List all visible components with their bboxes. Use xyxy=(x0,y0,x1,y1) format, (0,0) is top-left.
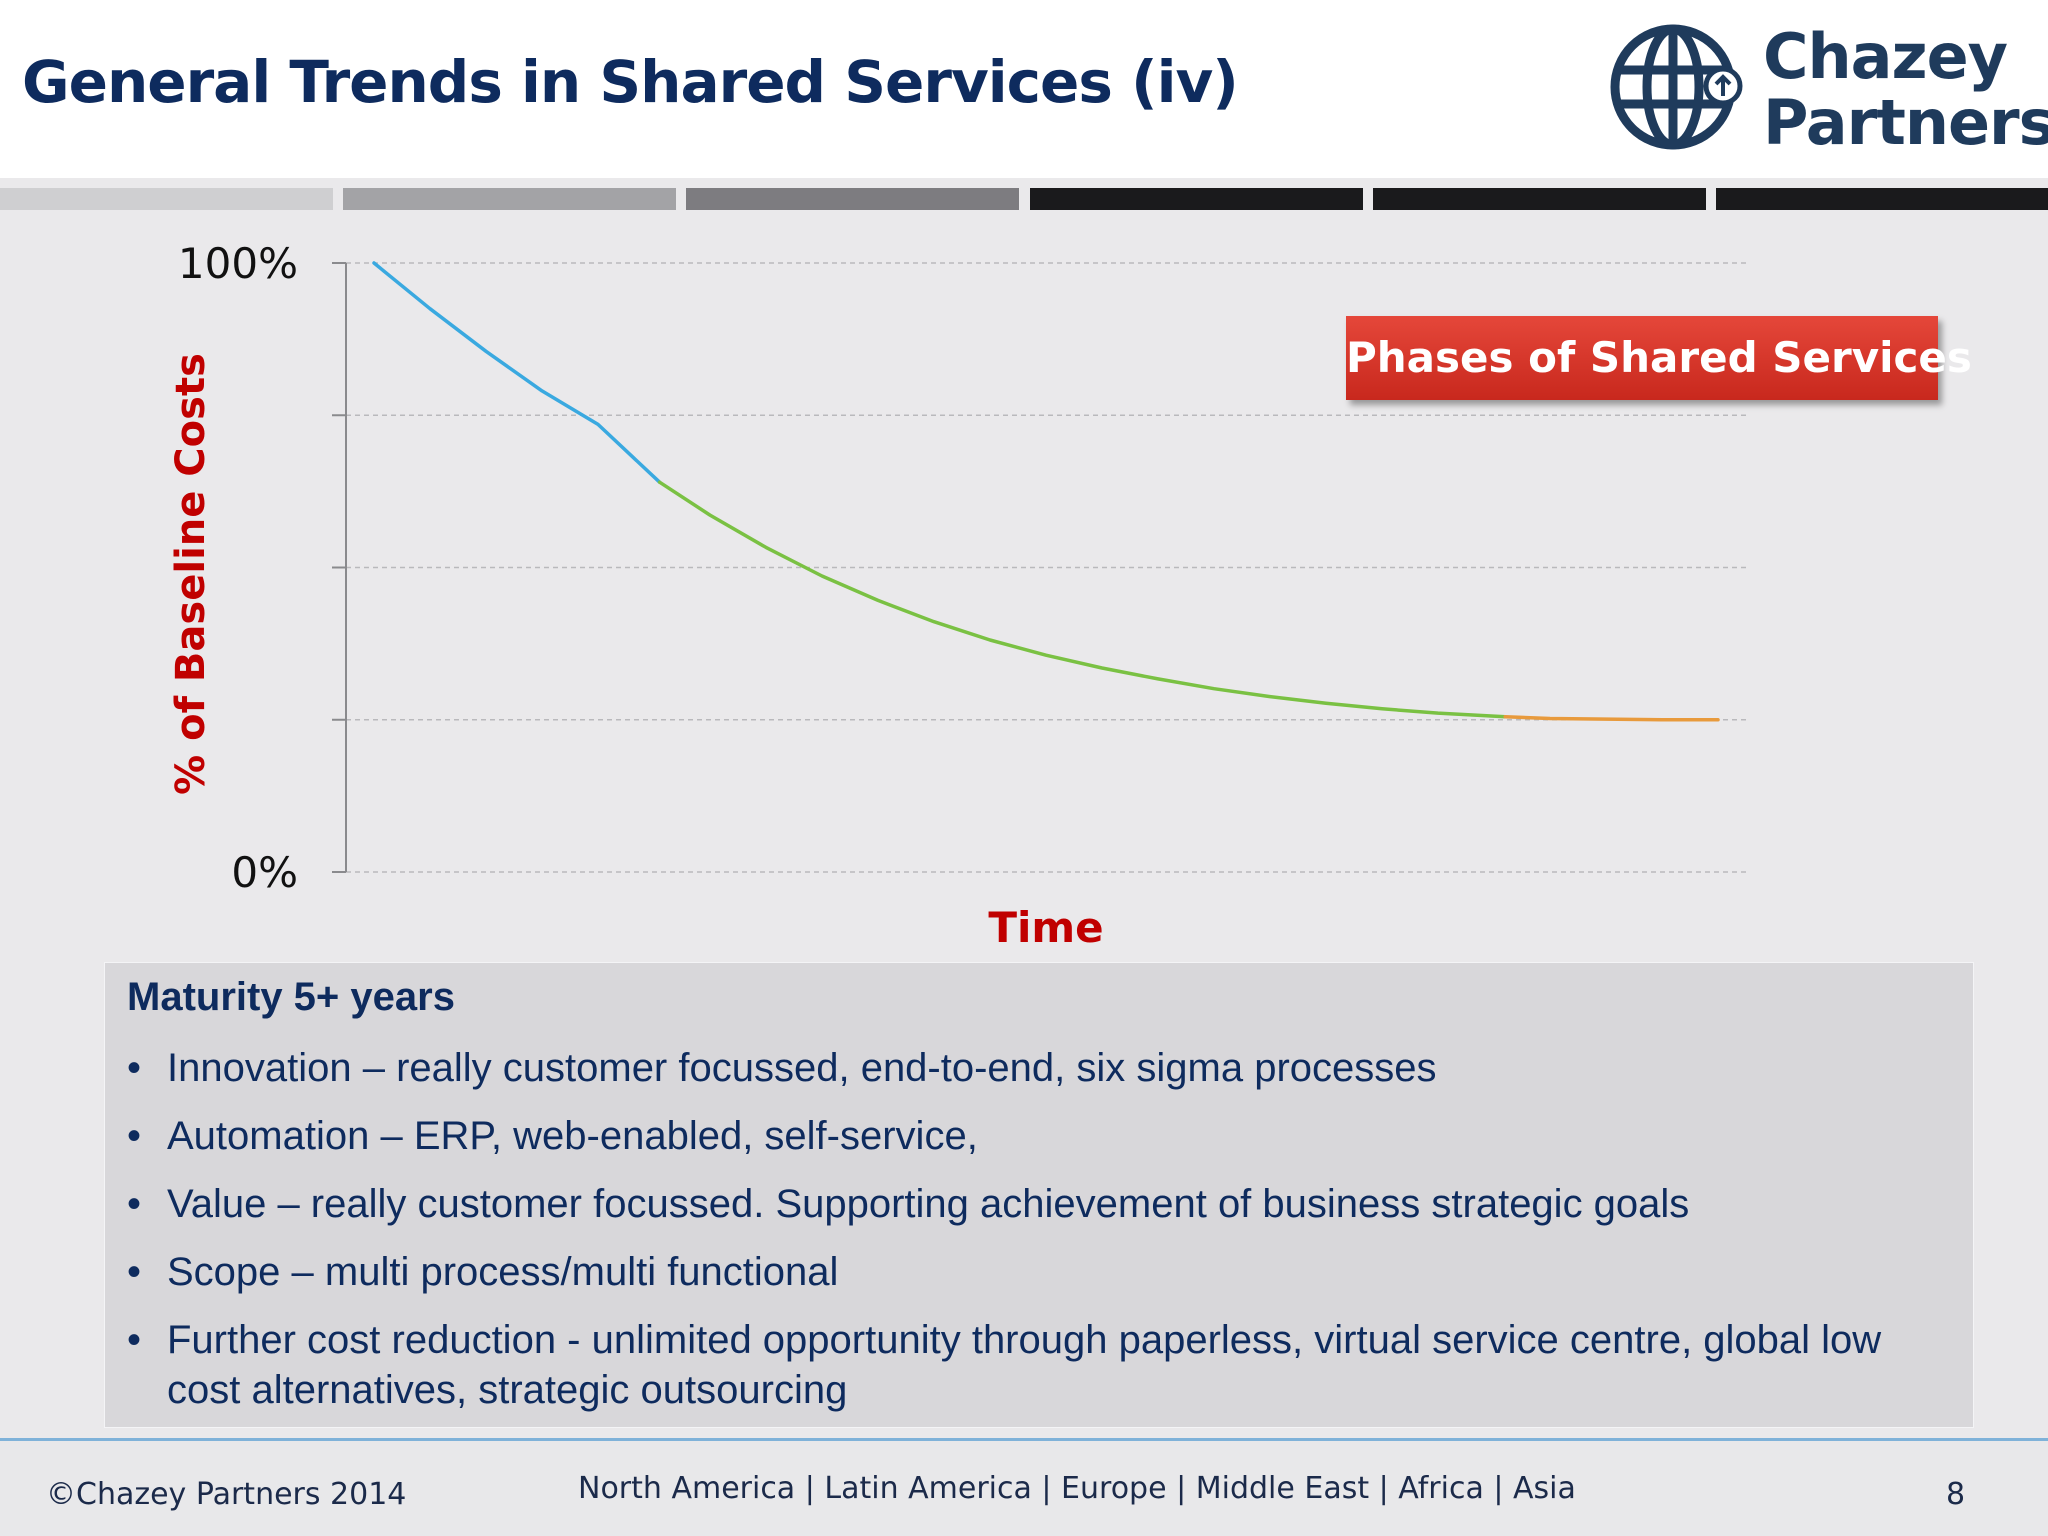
bullet-marker: • xyxy=(127,1046,142,1090)
info-heading: Maturity 5+ years xyxy=(127,975,455,1019)
maturity-info-box: Maturity 5+ years • Innovation – really c… xyxy=(104,962,1974,1428)
info-item-text: Automation – ERP, web-enabled, self-serv… xyxy=(167,1114,978,1158)
chart-series xyxy=(372,261,1720,722)
phase-bar-segment xyxy=(1372,188,1706,210)
phase-bar-segment xyxy=(0,188,333,210)
footer-page-number: 8 xyxy=(1946,1477,1966,1512)
chart-axes xyxy=(332,262,347,873)
y-tick-label-bottom: 0% xyxy=(231,848,298,897)
bullet-marker: • xyxy=(127,1250,142,1294)
y-axis-label: % of Baseline Costs xyxy=(168,353,214,795)
series-line xyxy=(1503,714,1720,722)
bullet-marker: • xyxy=(127,1182,142,1226)
logo-line-1: Chazey xyxy=(1763,20,2008,93)
cost-trend-chart: 100% 0% % of Baseline Costs Time xyxy=(168,239,1746,952)
phase-bar-segment xyxy=(1029,188,1363,210)
slide-title: General Trends in Shared Services (iv) xyxy=(22,48,1239,116)
y-tick-label-top: 100% xyxy=(178,239,298,288)
info-item-text: Scope – multi process/multi functional xyxy=(167,1250,839,1294)
footer-divider xyxy=(0,1438,2048,1441)
footer-regions: North America | Latin America | Europe |… xyxy=(578,1471,1576,1506)
phase-bar-segment xyxy=(343,188,677,210)
series-line xyxy=(372,261,662,484)
info-item-text: Further cost reduction - unlimited oppor… xyxy=(167,1318,1882,1412)
globe-arrow-icon xyxy=(1610,24,1743,150)
footer-copyright: ©Chazey Partners 2014 xyxy=(46,1477,407,1512)
info-item-text: Value – really customer focussed. Suppor… xyxy=(167,1182,1690,1226)
info-bullet-list: • Innovation – really customer focussed, … xyxy=(127,1043,1957,1433)
info-list-item: • Value – really customer focussed. Suppo… xyxy=(127,1179,1957,1229)
logo-wordmark: Chazey Partners xyxy=(1763,24,2048,156)
logo-line-2: Partners xyxy=(1763,86,2048,159)
info-item-text: Innovation – really customer focussed, e… xyxy=(167,1046,1437,1090)
series-line xyxy=(657,480,1507,719)
info-list-item: • Scope – multi process/multi functional xyxy=(127,1247,1957,1297)
info-list-item: • Innovation – really customer focussed, … xyxy=(127,1043,1957,1093)
phase-bar-segment xyxy=(686,188,1020,210)
chart-labels: 100% 0% % of Baseline Costs Time xyxy=(168,239,1104,952)
bullet-marker: • xyxy=(127,1114,142,1158)
phases-badge: Phases of Shared Services xyxy=(1346,316,1972,400)
slide-header: General Trends in Shared Services (iv) C… xyxy=(0,0,2048,178)
info-list-item: • Automation – ERP, web-enabled, self-ser… xyxy=(127,1111,1957,1161)
phase-bar-segment xyxy=(1716,188,2048,210)
company-logo: Chazey Partners xyxy=(1605,22,2048,156)
info-list-item: • Further cost reduction - unlimited oppo… xyxy=(127,1315,1957,1415)
phase-progress-bar xyxy=(0,188,2048,210)
x-axis-label: Time xyxy=(988,903,1103,952)
slide-footer: ©Chazey Partners 2014 North America | La… xyxy=(0,1441,2048,1536)
bullet-marker: • xyxy=(127,1318,142,1362)
